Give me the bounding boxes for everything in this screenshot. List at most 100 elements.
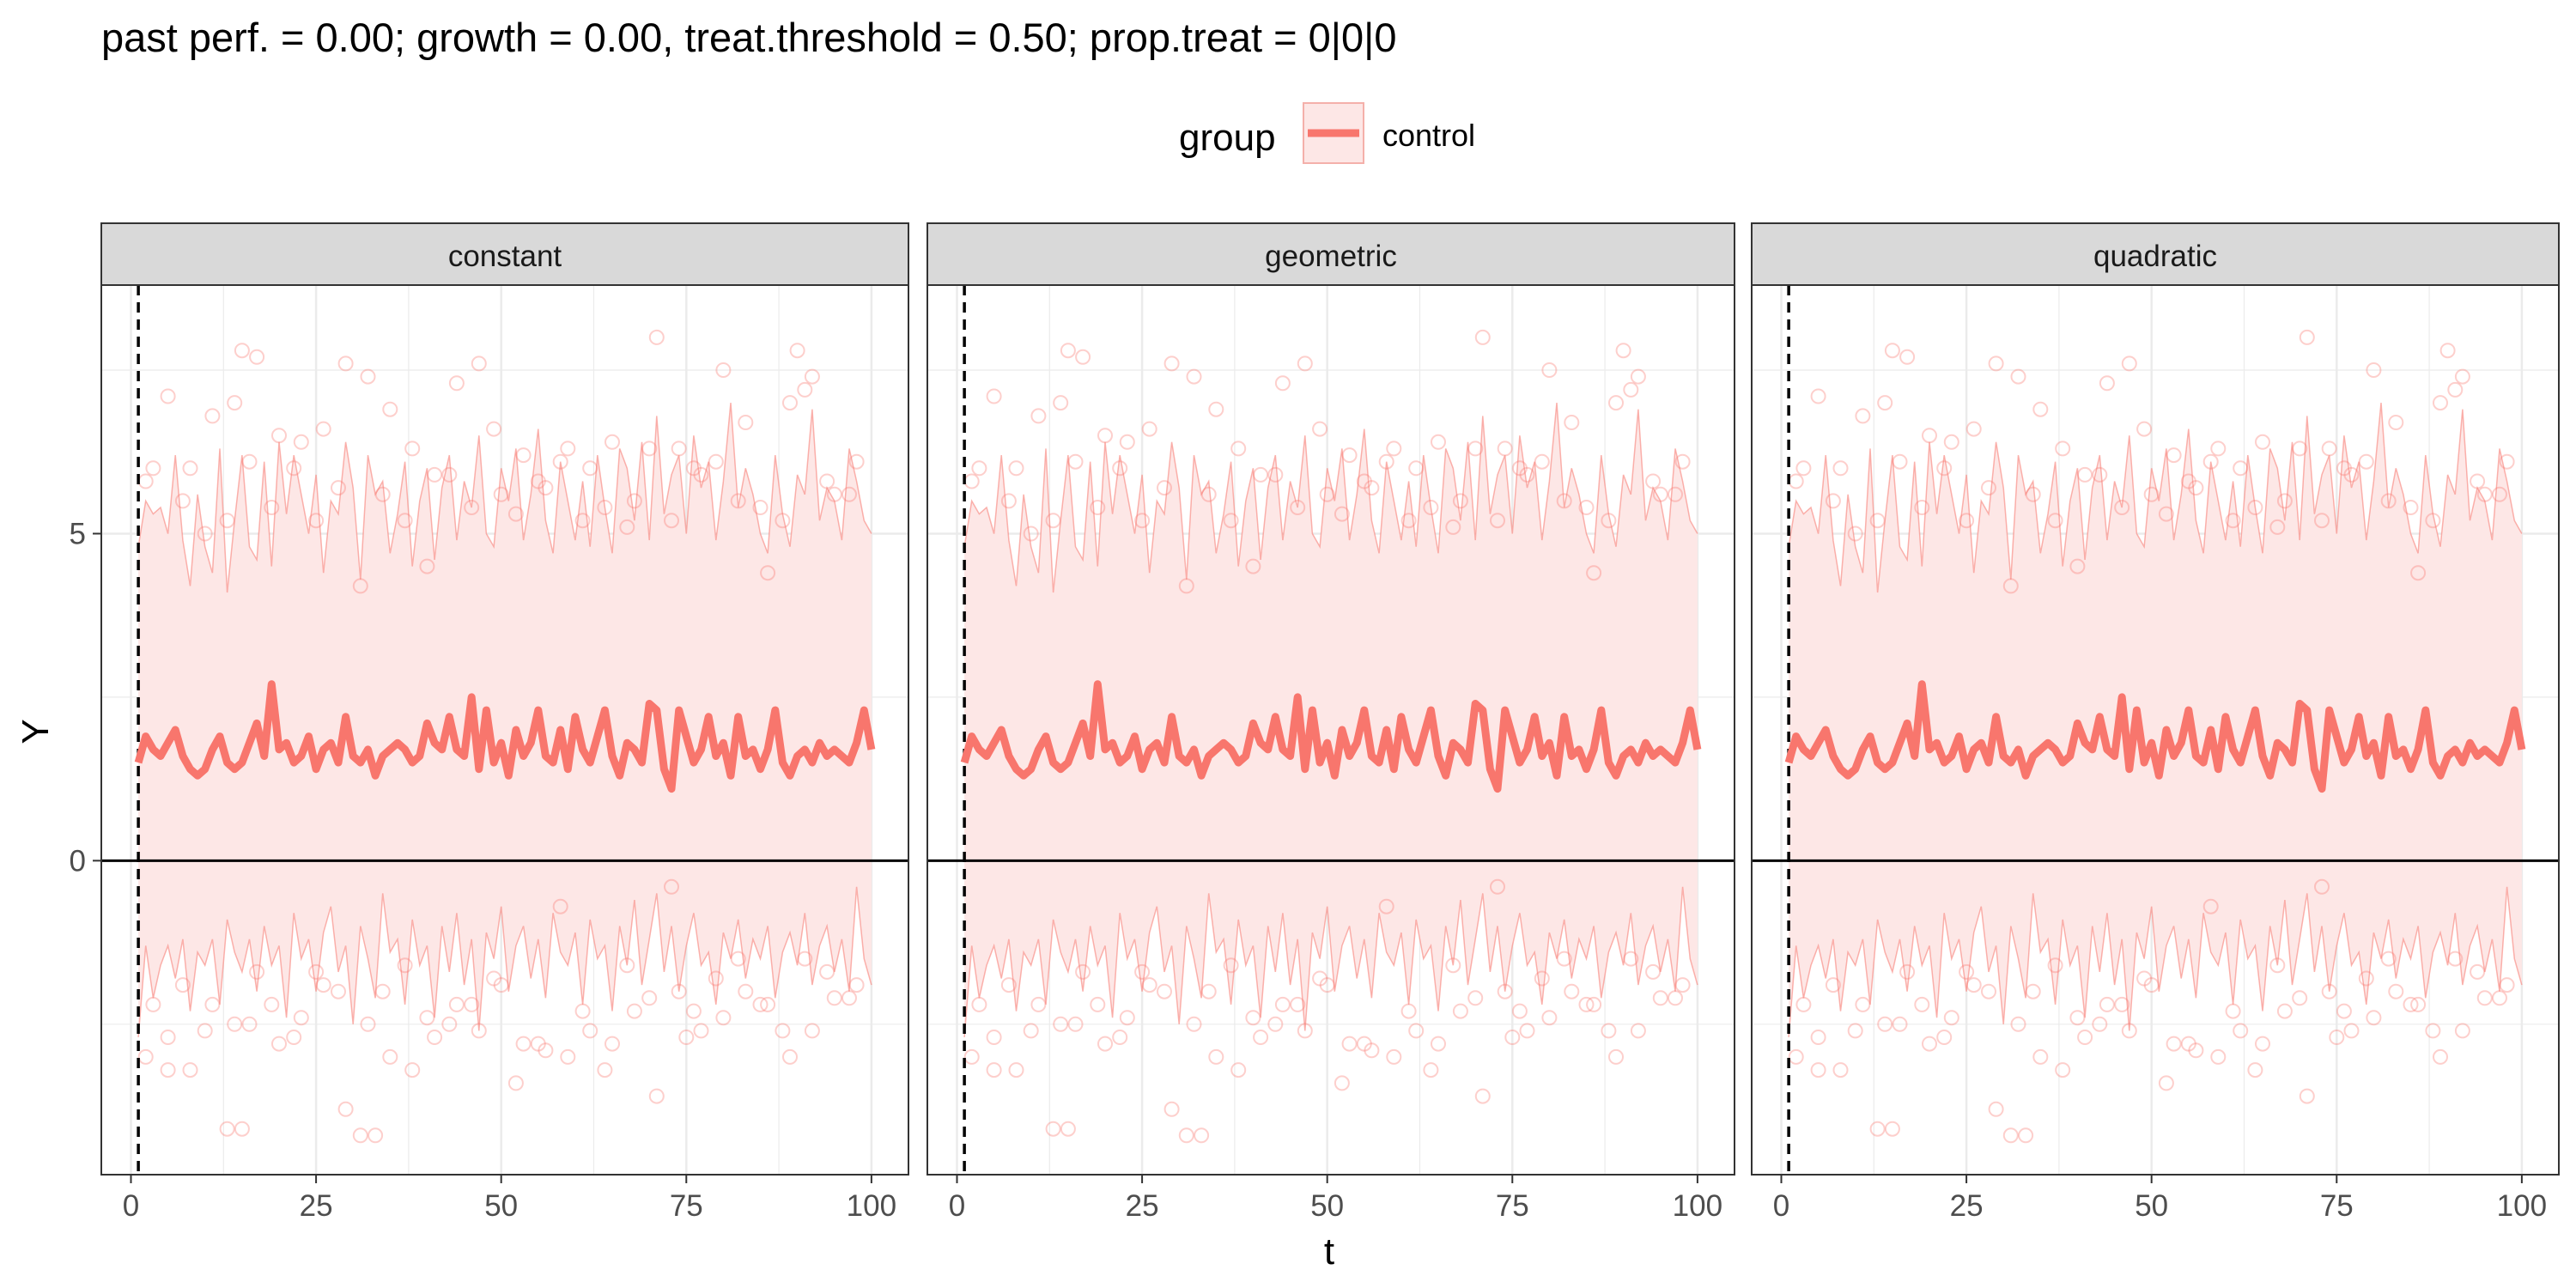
data-point: [2069, 1010, 2086, 1026]
data-point: [678, 1030, 695, 1045]
data-point: [1423, 500, 1439, 515]
data-point: [2292, 440, 2308, 457]
data-point: [641, 440, 658, 457]
scatter-points: [963, 329, 1691, 1144]
data-point: [337, 355, 354, 372]
data-point: [2492, 990, 2507, 1006]
data-point: [1067, 453, 1084, 470]
data-point: [2143, 977, 2160, 993]
x-tick-label: 50: [484, 1189, 518, 1223]
data-point: [841, 990, 857, 1006]
data-point: [2336, 1003, 2352, 1019]
data-point: [1200, 486, 1217, 502]
data-point: [2018, 1127, 2034, 1144]
data-point: [819, 473, 835, 489]
data-point: [1341, 447, 1358, 464]
data-point: [2002, 1127, 2019, 1144]
data-point: [819, 963, 835, 980]
data-point: [331, 480, 346, 496]
data-point: [2202, 453, 2219, 470]
facet-strip: [927, 222, 1735, 286]
data-point: [1810, 388, 1826, 404]
data-point: [1497, 983, 1513, 999]
data-point: [1297, 355, 1313, 372]
data-point: [552, 453, 568, 470]
data-point: [775, 513, 791, 529]
data-point: [1825, 977, 1841, 993]
data-point: [1030, 996, 1047, 1012]
data-point: [404, 1062, 421, 1078]
data-point: [1892, 1016, 1908, 1032]
data-point: [1965, 421, 1982, 437]
data-point: [2499, 453, 2515, 470]
data-point: [471, 355, 487, 372]
data-point: [1943, 1010, 1959, 1026]
data-point: [2032, 1048, 2049, 1065]
data-point: [1423, 1062, 1439, 1078]
data-point: [1030, 408, 1047, 424]
data-point: [2343, 466, 2360, 483]
data-point: [1267, 466, 1284, 483]
data-point: [1023, 1023, 1039, 1039]
data-point: [2077, 1030, 2093, 1045]
confidence-ribbon: [1789, 403, 2522, 1038]
data-point: [2476, 486, 2493, 502]
data-point: [1000, 977, 1017, 993]
data-point: [574, 513, 591, 529]
data-point: [1090, 996, 1106, 1012]
data-point: [419, 1010, 435, 1026]
data-point: [1869, 1121, 1886, 1137]
data-point: [382, 1048, 398, 1065]
data-point: [648, 1088, 665, 1104]
data-point: [626, 493, 642, 509]
data-point: [1060, 343, 1076, 359]
data-point: [204, 996, 221, 1012]
data-point: [352, 578, 368, 594]
data-point: [2321, 983, 2337, 999]
data-point: [1511, 460, 1528, 477]
data-point: [782, 1048, 798, 1065]
data-point: [1541, 1010, 1558, 1026]
data-point: [2380, 493, 2397, 509]
data-point: [2439, 343, 2456, 359]
data-point: [2314, 878, 2330, 895]
data-point: [2366, 362, 2382, 378]
data-point: [1341, 1036, 1358, 1052]
data-point: [2077, 466, 2093, 483]
data-point: [1163, 355, 1180, 372]
confidence-ribbon: [138, 403, 872, 1038]
data-point: [1097, 428, 1113, 444]
data-point: [241, 1016, 258, 1032]
data-point: [1386, 1048, 1402, 1065]
data-point: [1431, 434, 1446, 450]
data-point: [530, 1036, 546, 1052]
data-point: [2121, 355, 2137, 372]
data-point: [671, 983, 687, 999]
data-point: [1223, 513, 1239, 529]
data-point: [2247, 1062, 2263, 1078]
data-point: [1431, 1036, 1446, 1052]
data-point: [1988, 1101, 2004, 1117]
data-point: [2336, 460, 2352, 477]
data-point: [1230, 1062, 1247, 1078]
data-point: [1652, 486, 1668, 502]
data-point: [1922, 1036, 1937, 1052]
data-point: [1008, 460, 1024, 477]
data-point: [1630, 368, 1646, 385]
data-point: [286, 460, 302, 477]
data-point: [2225, 1003, 2241, 1019]
data-point: [2225, 513, 2241, 529]
data-point: [826, 990, 842, 1006]
data-point: [1445, 519, 1461, 535]
data-point: [1157, 983, 1172, 999]
data-point: [530, 473, 546, 489]
data-point: [1490, 878, 1505, 895]
data-point: [560, 440, 576, 457]
data-point: [1245, 1010, 1261, 1026]
data-point: [2476, 990, 2493, 1006]
upper-bound-line: [137, 403, 872, 593]
data-point: [315, 977, 331, 993]
data-point: [2166, 447, 2182, 464]
data-point: [1847, 1023, 1863, 1039]
facet-strip: [1751, 222, 2560, 286]
